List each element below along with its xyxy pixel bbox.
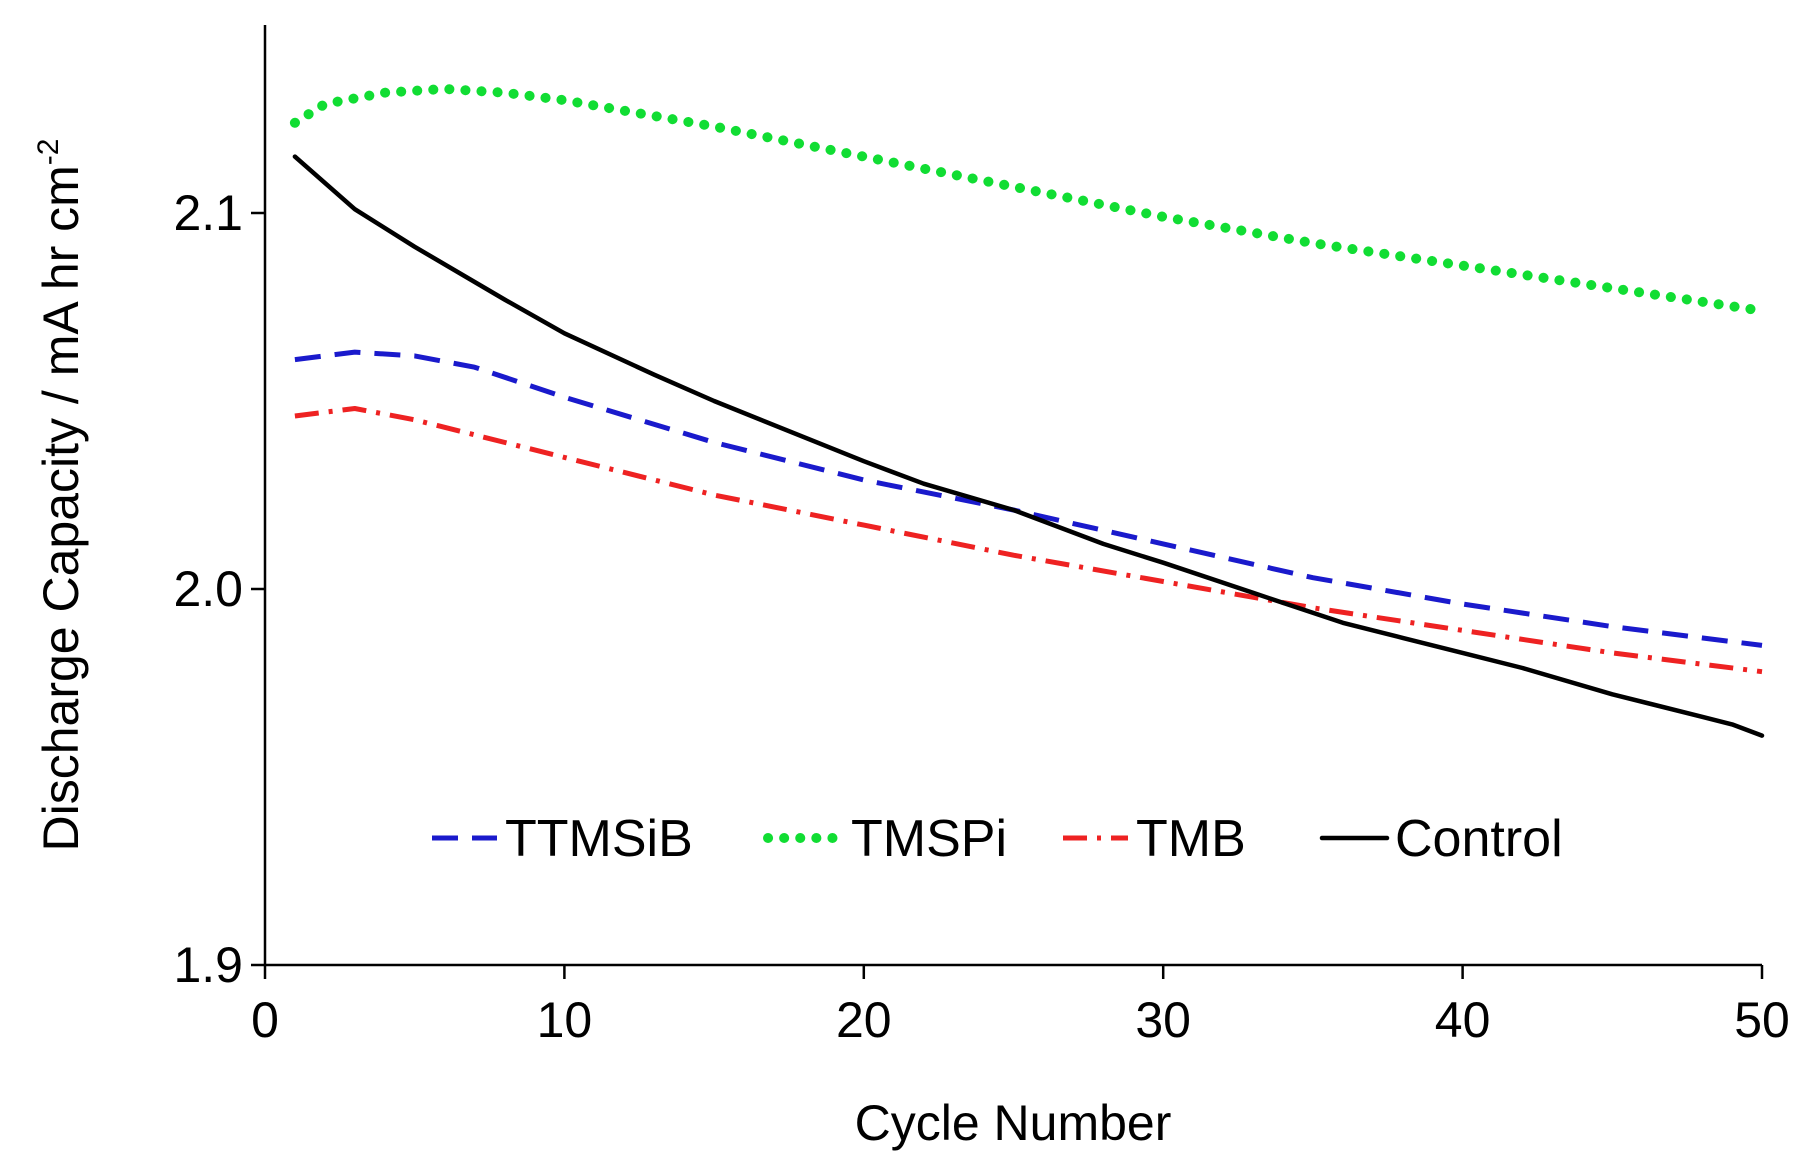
legend-label-ttmsib: TTMSiB xyxy=(505,810,693,868)
x-tick-label: 40 xyxy=(1435,992,1491,1048)
y-axis-title-superscript: -2 xyxy=(32,138,65,165)
x-tick-label: 0 xyxy=(251,992,279,1048)
legend-label-tmspi: TMSPi xyxy=(851,810,1007,868)
x-axis-title: Cycle Number xyxy=(855,1095,1172,1151)
series-line-tmspi xyxy=(289,83,1767,316)
y-tick-label: 2.1 xyxy=(173,185,243,241)
series-line-ttmsib xyxy=(294,349,1763,648)
series-line-control xyxy=(292,154,1765,738)
y-axis-title: Discharge Capacity / mA hr cm-2 xyxy=(32,138,89,851)
y-tick-label: 1.9 xyxy=(173,937,243,993)
legend: TTMSiB TMSPi TMB Control xyxy=(432,810,1563,868)
series-line-tmb xyxy=(294,406,1763,675)
x-tick-label: 10 xyxy=(537,992,593,1048)
tick-labels: 0 10 20 30 40 50 1.9 2.0 2.1 xyxy=(173,185,1789,1048)
y-axis-title-main: Discharge Capacity / mA hr cm xyxy=(33,165,89,851)
legend-label-tmb: TMB xyxy=(1136,810,1246,868)
plot-series xyxy=(289,83,1767,738)
x-tick-label: 20 xyxy=(836,992,892,1048)
legend-label-control: Control xyxy=(1395,810,1563,868)
axes xyxy=(263,25,1762,967)
x-tick-label: 50 xyxy=(1734,992,1790,1048)
ticks xyxy=(251,211,1764,979)
x-tick-label: 30 xyxy=(1135,992,1191,1048)
y-tick-label: 2.0 xyxy=(173,561,243,617)
